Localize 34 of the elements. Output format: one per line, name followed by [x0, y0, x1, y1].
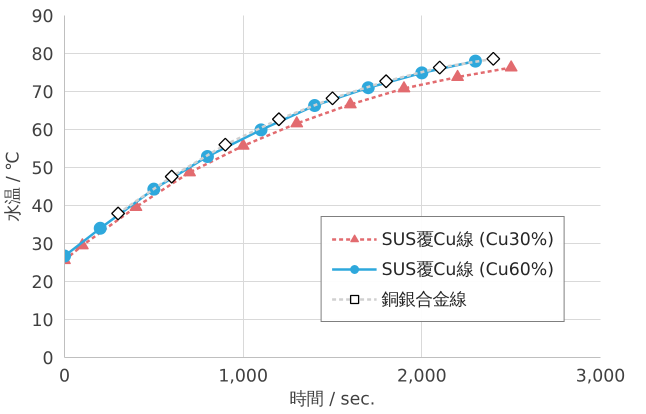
- x-tick-label: 3,000: [576, 366, 626, 386]
- y-tick-label: 40: [31, 197, 54, 217]
- y-tick-label: 90: [31, 7, 54, 27]
- point: [111, 206, 126, 220]
- point: [486, 52, 500, 66]
- point: [290, 116, 304, 128]
- y-tick-label: 80: [31, 45, 54, 65]
- x-tick-label: 0: [58, 366, 70, 386]
- point: [272, 112, 286, 126]
- legend-label: SUS覆Cu線 (Cu30%): [382, 229, 554, 251]
- point: [397, 81, 410, 92]
- point: [451, 70, 464, 82]
- y-tick-label: 10: [31, 311, 54, 331]
- y-tick-label: 30: [31, 235, 54, 255]
- legend-label: 銅銀合金線: [382, 289, 467, 311]
- point: [504, 60, 518, 72]
- point: [325, 91, 340, 106]
- point: [164, 170, 179, 184]
- point: [344, 96, 357, 108]
- point: [236, 138, 250, 150]
- y-tick-label: 50: [31, 159, 54, 179]
- point: [379, 74, 394, 88]
- legend-label: SUS覆Cu線 (Cu60%): [382, 259, 554, 281]
- point: [94, 222, 107, 235]
- y-tick-label: 0: [42, 349, 54, 369]
- x-axis-title: 時間 / sec.: [290, 390, 376, 410]
- x-tick-label: 1,000: [218, 366, 268, 386]
- y-tick-label: 70: [31, 83, 54, 103]
- y-axis-title: 水温 / ℃: [3, 151, 24, 222]
- point: [432, 60, 447, 75]
- point: [218, 138, 232, 152]
- x-tick-label: 2,000: [397, 366, 447, 386]
- y-tick-label: 20: [31, 273, 54, 293]
- y-tick-label: 60: [31, 121, 54, 141]
